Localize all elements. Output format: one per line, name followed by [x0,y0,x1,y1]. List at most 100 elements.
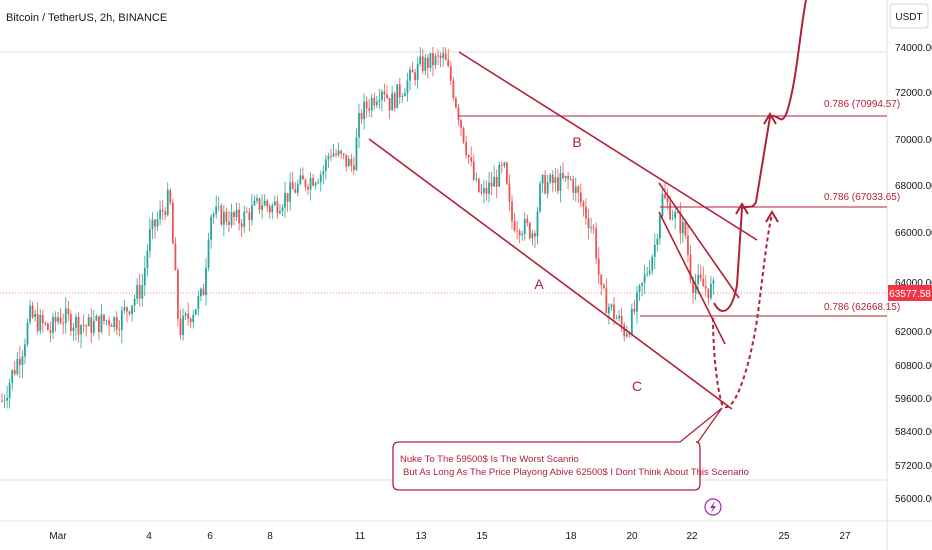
candle-body [493,176,496,187]
candle-body [332,153,335,157]
candle-body [174,243,177,271]
x-tick-label: 27 [839,531,851,542]
y-tick-label: 59600.00 [895,394,932,405]
candle-body [633,308,636,312]
candle-body [235,209,238,218]
x-tick-label: 18 [565,531,577,542]
candle-body [182,315,184,336]
candle-body [710,283,712,299]
candle-body [324,159,327,172]
candle-body [442,53,445,59]
candle-body [704,286,707,289]
candle-body [518,231,521,236]
candle-body [551,174,554,183]
channel-lower-line[interactable] [368,138,733,410]
candle-body [671,218,674,220]
candle-body [689,254,692,280]
x-tick-label: 25 [778,531,790,542]
candle-body [100,314,103,332]
candle-body [684,221,687,236]
candle-body [503,162,506,166]
candle-body [697,274,700,284]
channel-upper-line[interactable] [458,51,758,241]
candle-body [569,179,572,180]
candle-body [653,244,656,257]
y-tick-label: 57200.00 [895,461,932,472]
candle-body [666,198,669,203]
candle-body [600,274,603,286]
candle-body [472,161,475,180]
currency-button[interactable]: USDT [889,3,929,29]
candle-body [164,211,167,215]
candle-body [498,164,501,187]
wedge-lower-line[interactable] [658,211,726,345]
fib-label: 0.786 (62668.15) [824,302,900,313]
candle-body [602,285,605,289]
candle-body [75,316,77,328]
annotation-callout[interactable]: Nuke To The 59500$ Is The Worst Scanrio … [392,407,749,491]
projection-arrowhead-2 [763,112,777,125]
wedge-upper-line[interactable] [658,182,740,299]
candle-body [373,97,376,106]
candle-body [240,223,243,227]
candle-body [44,322,47,324]
candle-body [238,209,241,224]
candle-body [559,173,562,191]
worst-case-projection-path[interactable] [712,213,773,408]
candle-body [220,205,223,225]
candle-body [36,313,39,331]
currency-label: USDT [895,12,922,23]
candle-body [187,313,190,319]
candle-body [618,316,620,319]
candle-body [120,310,123,331]
candle-body [197,296,200,310]
candle-body [661,194,664,217]
candle-body [523,218,526,235]
candle-body [314,182,317,186]
candle-body [261,205,263,210]
candle-body [304,179,307,188]
y-tick-label: 72000.00 [895,88,932,99]
candle-body [365,101,368,109]
candle-body [460,120,462,128]
lightning-bolt-icon[interactable] [704,498,722,516]
candle-body [169,190,172,203]
candle-body [674,211,677,219]
candle-body [444,53,447,60]
candle-body [207,239,210,268]
candle-body [6,397,8,401]
candle-body [353,165,355,171]
trend-drawings [368,51,758,410]
candle-body [564,175,567,178]
candle-body [592,227,595,229]
candle-body [18,359,21,366]
candle-body [245,211,248,213]
candle-body [49,329,52,333]
candle-body [98,316,100,332]
candle-body [57,317,59,322]
y-tick-label: 70000.00 [895,135,932,146]
candle-body [342,153,345,155]
candle-body [391,93,394,111]
candle-body [177,270,179,319]
candle-body [480,191,483,193]
candle-body [511,201,513,222]
projection-arrowhead-3 [765,210,779,223]
candle-body [659,216,661,239]
candle-body [557,177,559,191]
candle-body [388,98,391,111]
candle-body [24,344,26,357]
candle-body [80,325,82,335]
candle-body [286,193,289,202]
candle-body [687,235,689,255]
candle-body [8,382,11,398]
bullish-projection-path[interactable] [713,0,807,312]
candle-body [370,97,373,111]
candle-body [669,202,671,220]
candle-body [3,400,6,402]
candle-body [516,230,518,232]
candle-body [31,305,34,318]
candle-body [54,316,57,322]
candle-body [426,57,429,69]
